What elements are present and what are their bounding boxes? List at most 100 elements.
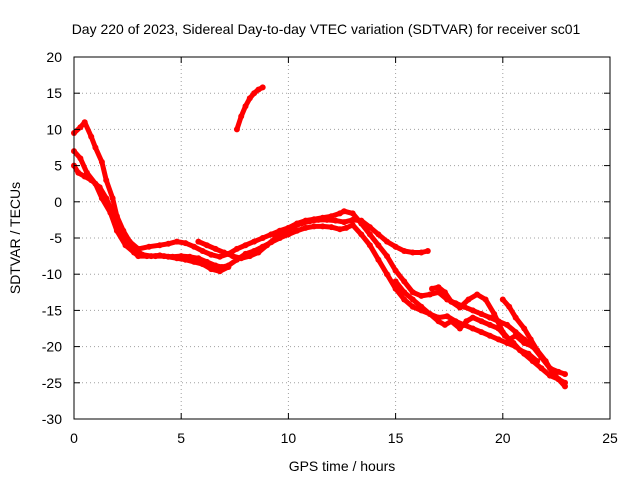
data-point bbox=[512, 314, 519, 321]
data-point bbox=[486, 332, 493, 339]
data-point bbox=[139, 251, 146, 258]
data-point bbox=[478, 311, 485, 317]
data-point bbox=[495, 336, 502, 343]
data-point bbox=[77, 124, 84, 131]
y-tick-label: 0 bbox=[54, 194, 62, 210]
data-point bbox=[225, 264, 232, 270]
data-point bbox=[562, 383, 568, 390]
data-point bbox=[148, 253, 155, 260]
data-point bbox=[343, 224, 350, 231]
data-point bbox=[199, 248, 206, 254]
data-point bbox=[521, 340, 528, 346]
data-point bbox=[208, 251, 215, 258]
data-point bbox=[478, 318, 485, 325]
data-point bbox=[435, 318, 442, 325]
data-point bbox=[191, 243, 198, 250]
data-point bbox=[435, 284, 442, 291]
data-point bbox=[238, 255, 245, 262]
data-series-arc-1 bbox=[71, 148, 568, 386]
data-point bbox=[384, 238, 390, 245]
data-point bbox=[482, 296, 489, 303]
data-point bbox=[103, 177, 110, 184]
ticks bbox=[73, 56, 611, 420]
y-tick-label: -25 bbox=[42, 375, 62, 391]
data-point bbox=[246, 253, 253, 260]
data-point bbox=[510, 340, 517, 346]
data-point bbox=[103, 195, 110, 202]
data-point bbox=[302, 224, 309, 231]
chart-title: Day 220 of 2023, Sidereal Day-to-day VTE… bbox=[72, 21, 581, 37]
y-tick-label: 10 bbox=[46, 121, 62, 137]
x-tick-label: 5 bbox=[177, 430, 185, 446]
data-point bbox=[233, 126, 240, 133]
data-point bbox=[349, 216, 356, 223]
data-point bbox=[191, 258, 198, 265]
data-point bbox=[486, 321, 493, 328]
y-tick-label: -5 bbox=[50, 230, 63, 246]
data-point bbox=[92, 144, 99, 151]
data-point bbox=[426, 311, 433, 317]
data-point bbox=[182, 240, 189, 247]
data-point bbox=[195, 238, 202, 245]
data-point bbox=[456, 325, 463, 332]
data-point bbox=[527, 336, 534, 343]
data-point bbox=[424, 248, 431, 254]
data-point bbox=[478, 329, 485, 336]
data-point bbox=[281, 229, 288, 236]
data-point bbox=[328, 224, 335, 231]
data-point bbox=[131, 245, 137, 252]
data-point bbox=[469, 307, 476, 314]
data-point bbox=[216, 268, 223, 275]
data-point bbox=[229, 253, 236, 260]
y-tick-label: -20 bbox=[42, 339, 62, 355]
data-point bbox=[306, 218, 313, 225]
data-point bbox=[392, 267, 399, 274]
data-point bbox=[165, 240, 172, 247]
data-point bbox=[233, 245, 240, 252]
data-point bbox=[506, 303, 513, 310]
data-point bbox=[349, 222, 356, 228]
data-point bbox=[156, 252, 163, 259]
data-point bbox=[315, 216, 322, 223]
y-axis-label: SDTVAR / TECUs bbox=[7, 182, 23, 294]
data-point bbox=[311, 223, 318, 230]
data-point bbox=[392, 278, 399, 285]
data-point bbox=[538, 365, 545, 372]
data-point bbox=[294, 227, 300, 234]
data-point bbox=[401, 278, 408, 285]
data-series-arc-8 bbox=[500, 297, 568, 389]
y-tick-label: 15 bbox=[46, 85, 62, 101]
data-point bbox=[221, 249, 228, 256]
data-point bbox=[426, 291, 433, 298]
y-tick-labels: -30 -25 -20 -15 -10 -5 0 5 10 15 20 bbox=[42, 49, 62, 427]
x-tick-label: 20 bbox=[495, 430, 511, 446]
data-point bbox=[341, 219, 348, 226]
data-point bbox=[375, 231, 382, 238]
data-point bbox=[358, 231, 365, 238]
data-point bbox=[336, 226, 343, 233]
data-point bbox=[238, 113, 245, 120]
data-point bbox=[512, 332, 519, 339]
data-point bbox=[98, 159, 105, 165]
grid bbox=[74, 57, 610, 419]
data-point bbox=[289, 224, 296, 231]
data-point bbox=[212, 262, 219, 269]
data-point bbox=[555, 376, 562, 383]
data-point bbox=[81, 173, 88, 180]
data-point bbox=[251, 90, 258, 97]
data-point bbox=[392, 243, 399, 250]
data-point bbox=[366, 242, 373, 249]
data-point bbox=[409, 296, 416, 303]
data-point bbox=[366, 224, 373, 231]
data-point bbox=[409, 249, 416, 256]
data-point bbox=[77, 155, 84, 162]
data-point bbox=[401, 248, 408, 254]
data-point bbox=[525, 350, 532, 357]
data-point bbox=[534, 358, 541, 365]
data-point bbox=[499, 296, 506, 303]
data-point bbox=[173, 238, 180, 245]
data-point bbox=[418, 292, 425, 299]
data-point bbox=[341, 208, 348, 215]
y-tick-label: -30 bbox=[42, 411, 62, 427]
data-point bbox=[216, 253, 223, 260]
